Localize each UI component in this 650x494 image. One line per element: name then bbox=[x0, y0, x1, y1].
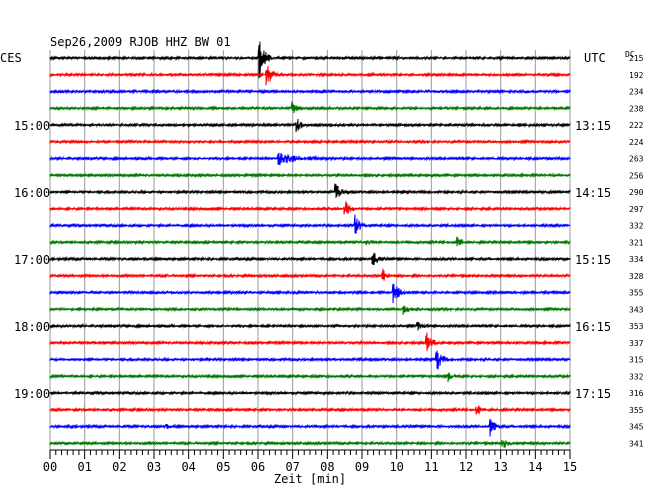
dc-offset-label: 345 bbox=[629, 423, 644, 432]
right-hour-label: 13:15 bbox=[575, 119, 611, 133]
x-tick-label: 09 bbox=[355, 460, 369, 474]
dc-offset-label: 353 bbox=[629, 322, 644, 331]
dc-offset-label: 297 bbox=[629, 205, 644, 214]
dc-offset-label: 238 bbox=[629, 104, 644, 113]
trace-labels: 15:00 16:00 17:00 18:00 19:00 13:15 14:15 15:15… bbox=[14, 54, 644, 448]
dc-offset-label: 355 bbox=[629, 289, 644, 298]
dc-offset-label: 224 bbox=[629, 138, 644, 147]
x-tick-label: 02 bbox=[112, 460, 126, 474]
trace-line bbox=[49, 350, 571, 370]
dc-offset-label: 263 bbox=[629, 155, 644, 164]
trace-line bbox=[49, 332, 571, 351]
dc-offset-label: 328 bbox=[629, 272, 644, 281]
trace-line bbox=[49, 183, 571, 198]
trace-line bbox=[49, 152, 571, 165]
dc-offset-label: 222 bbox=[629, 121, 644, 130]
trace-line bbox=[49, 214, 571, 234]
x-tick-label: 05 bbox=[216, 460, 230, 474]
time-axis: 00 01 02 03 04 05 06 07 08 09 10 11 12 13 14 15 bbox=[43, 449, 577, 474]
right-hour-label: 16:15 bbox=[575, 320, 611, 334]
dc-offset-label: 315 bbox=[629, 356, 644, 365]
x-tick-label: 13 bbox=[493, 460, 507, 474]
dc-offset-label: 316 bbox=[629, 389, 644, 398]
dc-column-header: DC bbox=[625, 50, 635, 59]
x-tick-label: 15 bbox=[563, 460, 577, 474]
dc-offset-label: 234 bbox=[629, 88, 644, 97]
right-hour-label: 15:15 bbox=[575, 253, 611, 267]
dc-offset-label: 290 bbox=[629, 188, 644, 197]
x-tick-label: 06 bbox=[251, 460, 265, 474]
right-hour-label: 14:15 bbox=[575, 186, 611, 200]
trace-line bbox=[49, 252, 571, 266]
x-axis-label: Zeit [min] bbox=[274, 472, 346, 486]
x-tick-label: 11 bbox=[424, 460, 438, 474]
trace-line bbox=[49, 418, 571, 437]
left-hour-label: 16:00 bbox=[14, 186, 50, 200]
trace-line bbox=[49, 138, 571, 145]
dc-offset-label: 337 bbox=[629, 339, 644, 348]
trace-line bbox=[49, 372, 571, 383]
left-hour-label: 18:00 bbox=[14, 320, 50, 334]
right-hour-label: 17:15 bbox=[575, 387, 611, 401]
trace-line bbox=[49, 101, 571, 114]
dc-offset-label: 341 bbox=[629, 439, 644, 448]
dc-offset-label: 192 bbox=[629, 71, 644, 80]
trace-line bbox=[49, 88, 571, 95]
trace-line bbox=[49, 305, 571, 316]
x-tick-label: 14 bbox=[528, 460, 542, 474]
chart-title: Sep26,2009 RJOB HHZ BW 01 bbox=[50, 35, 231, 49]
x-tick-label: 00 bbox=[43, 460, 57, 474]
left-timezone-label: CES bbox=[0, 51, 22, 65]
trace-line bbox=[49, 172, 571, 179]
trace-line bbox=[49, 390, 571, 397]
dc-offset-label: 334 bbox=[629, 255, 644, 264]
dc-offset-label: 332 bbox=[629, 222, 644, 231]
traces bbox=[49, 41, 571, 448]
trace-line bbox=[49, 41, 571, 79]
trace-line bbox=[49, 405, 571, 415]
trace-line bbox=[49, 321, 571, 331]
right-timezone-label: UTC bbox=[584, 51, 606, 65]
left-hour-label: 15:00 bbox=[14, 119, 50, 133]
dc-offset-label: 321 bbox=[629, 238, 644, 247]
trace-line bbox=[49, 66, 571, 86]
dc-offset-label: 256 bbox=[629, 171, 644, 180]
x-tick-label: 01 bbox=[77, 460, 91, 474]
grid-lines bbox=[49, 50, 571, 450]
trace-line bbox=[49, 201, 571, 215]
trace-line bbox=[49, 268, 571, 281]
x-tick-label: 10 bbox=[389, 460, 403, 474]
trace-line bbox=[49, 283, 571, 304]
left-hour-label: 17:00 bbox=[14, 253, 50, 267]
dc-offset-label: 215 bbox=[629, 54, 644, 63]
x-tick-label: 07 bbox=[285, 460, 299, 474]
dc-offset-label: 332 bbox=[629, 372, 644, 381]
x-tick-label: 04 bbox=[181, 460, 195, 474]
x-tick-label: 03 bbox=[147, 460, 161, 474]
left-hour-label: 19:00 bbox=[14, 387, 50, 401]
dc-offset-label: 355 bbox=[629, 406, 644, 415]
trace-line bbox=[49, 439, 571, 448]
x-tick-label: 08 bbox=[320, 460, 334, 474]
dc-offset-label: 343 bbox=[629, 305, 644, 314]
trace-line bbox=[49, 236, 571, 247]
x-tick-label: 12 bbox=[459, 460, 473, 474]
trace-line bbox=[49, 118, 571, 133]
